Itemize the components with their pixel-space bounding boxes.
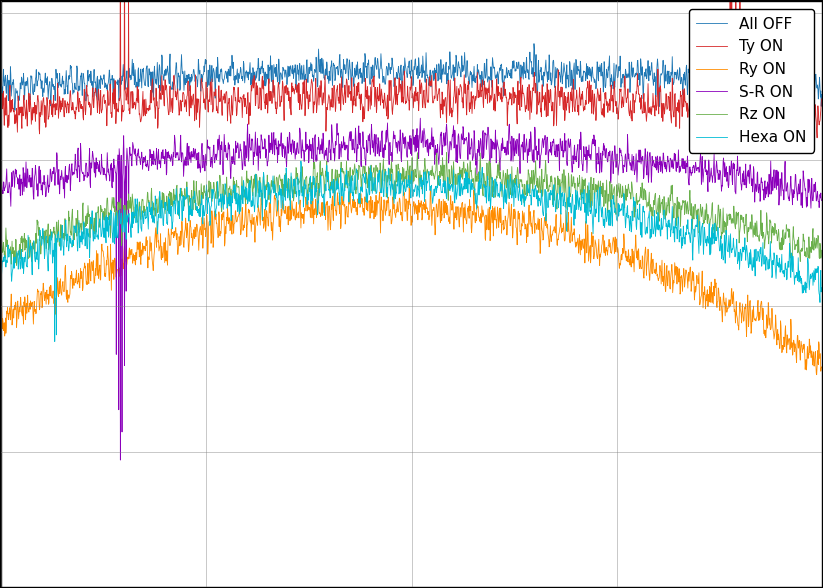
Rz ON [12,262,21,269]
All OFF [10,107,20,114]
All OFF [793,82,803,89]
All OFF [816,91,823,98]
Rz ON [0,235,7,242]
S-R ON [396,136,406,143]
Hexa ON [396,186,406,193]
All OFF [396,64,406,71]
Hexa ON [374,167,384,174]
Ry ON [395,200,405,207]
Ty ON [816,95,823,102]
Ty ON [374,98,384,105]
S-R ON [0,169,7,176]
Ry ON [811,371,821,378]
All OFF [529,40,539,47]
S-R ON [416,115,425,122]
Ry ON [793,344,803,351]
Rz ON [793,233,803,240]
S-R ON [115,456,125,463]
Ty ON [752,139,762,146]
Rz ON [39,236,49,243]
Hexa ON [643,214,653,221]
Rz ON [793,248,803,255]
Rz ON [442,149,452,156]
All OFF [793,81,803,88]
Line: Ry ON: Ry ON [2,186,821,375]
Line: S-R ON: S-R ON [2,118,821,460]
S-R ON [793,181,803,188]
Ry ON [0,292,7,299]
All OFF [39,86,49,93]
S-R ON [39,181,49,188]
Ry ON [39,280,49,287]
Ty ON [396,81,406,88]
S-R ON [793,183,803,190]
Rz ON [816,247,823,254]
All OFF [0,87,7,94]
Line: All OFF: All OFF [2,44,821,111]
Ry ON [793,332,802,339]
Line: Ty ON: Ty ON [2,0,821,142]
Ry ON [425,183,435,190]
Hexa ON [793,254,803,261]
Rz ON [643,199,653,206]
Ty ON [793,101,803,108]
Hexa ON [816,285,823,292]
Hexa ON [50,338,60,345]
Ty ON [643,96,653,103]
All OFF [374,74,384,81]
Hexa ON [296,158,306,165]
S-R ON [643,170,653,177]
Ty ON [0,115,7,122]
Line: Hexa ON: Hexa ON [2,161,821,342]
Hexa ON [39,230,49,238]
Rz ON [374,171,384,178]
Ry ON [643,253,653,260]
S-R ON [816,197,823,204]
Ty ON [793,96,803,103]
Ry ON [816,363,823,370]
Legend: All OFF, Ty ON, Ry ON, S-R ON, Rz ON, Hexa ON: All OFF, Ty ON, Ry ON, S-R ON, Rz ON, He… [689,9,814,152]
S-R ON [374,149,384,156]
Ty ON [39,95,49,102]
Line: Rz ON: Rz ON [2,152,821,265]
Hexa ON [0,275,7,282]
Rz ON [396,175,406,182]
Ry ON [374,200,384,207]
Hexa ON [793,267,803,274]
All OFF [643,57,653,64]
